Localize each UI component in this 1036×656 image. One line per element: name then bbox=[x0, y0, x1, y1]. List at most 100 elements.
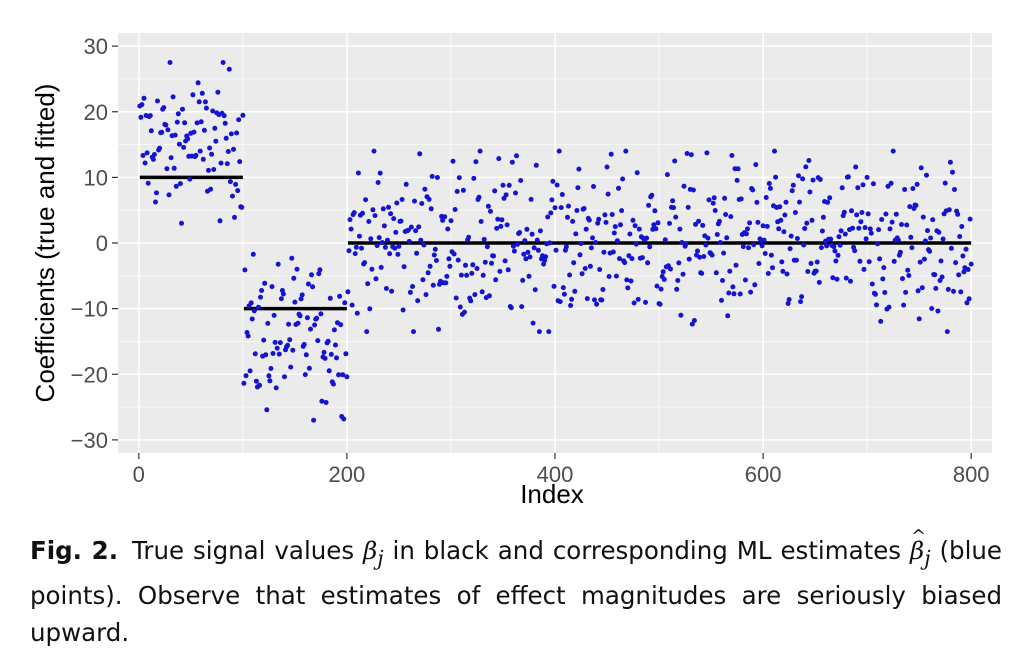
estimate-point bbox=[261, 337, 267, 343]
estimate-point bbox=[179, 220, 184, 226]
estimate-point bbox=[542, 258, 548, 263]
estimate-point bbox=[157, 145, 163, 151]
estimate-point bbox=[389, 288, 395, 294]
estimate-point bbox=[869, 281, 875, 287]
estimate-point bbox=[968, 261, 974, 267]
estimate-point bbox=[755, 219, 761, 225]
estimate-point bbox=[603, 219, 609, 225]
estimate-point bbox=[353, 244, 359, 250]
estimate-point bbox=[398, 218, 404, 224]
estimate-point bbox=[776, 226, 782, 232]
estimate-point bbox=[824, 243, 830, 249]
estimate-point bbox=[285, 342, 291, 348]
estimate-point bbox=[485, 203, 491, 209]
estimate-point bbox=[772, 148, 777, 154]
estimate-point bbox=[454, 188, 460, 194]
caption-text-3: (blue points). Observe that estimates of… bbox=[30, 536, 1002, 647]
estimate-point bbox=[735, 166, 741, 172]
estimate-point bbox=[309, 272, 314, 278]
estimate-point bbox=[494, 225, 500, 231]
estimate-point bbox=[530, 320, 536, 326]
estimate-point bbox=[372, 213, 378, 219]
estimate-point bbox=[474, 266, 480, 271]
estimate-point bbox=[462, 309, 467, 315]
estimate-point bbox=[233, 181, 239, 187]
y-tick-label: 0 bbox=[96, 231, 108, 256]
estimate-point bbox=[415, 298, 421, 304]
estimate-point bbox=[421, 242, 427, 248]
estimate-point bbox=[197, 148, 203, 154]
estimate-point bbox=[277, 340, 283, 346]
estimate-point bbox=[915, 288, 921, 294]
estimate-point bbox=[889, 219, 895, 225]
estimate-point bbox=[365, 281, 371, 287]
estimate-point bbox=[280, 291, 286, 297]
estimate-point bbox=[572, 288, 578, 294]
estimate-point bbox=[579, 271, 585, 277]
estimate-point bbox=[730, 284, 736, 290]
estimate-point bbox=[212, 125, 218, 131]
estimate-point bbox=[893, 211, 899, 217]
estimate-point bbox=[766, 181, 772, 186]
estimate-point bbox=[917, 259, 923, 265]
estimate-point bbox=[527, 254, 533, 260]
estimate-point bbox=[878, 318, 884, 324]
estimate-point bbox=[492, 188, 498, 194]
estimate-point bbox=[278, 296, 284, 302]
estimate-point bbox=[577, 252, 583, 258]
estimate-point bbox=[403, 181, 409, 187]
estimate-point bbox=[150, 156, 156, 162]
estimate-point bbox=[781, 229, 787, 235]
estimate-point bbox=[780, 268, 786, 274]
estimate-point bbox=[445, 226, 451, 232]
estimate-point bbox=[249, 316, 255, 322]
estimate-point bbox=[867, 226, 873, 232]
x-tick-label: 0 bbox=[133, 462, 145, 487]
estimate-point bbox=[418, 237, 424, 243]
estimate-point bbox=[842, 231, 848, 237]
estimate-point bbox=[266, 373, 272, 379]
figure-label: Fig. 2. bbox=[30, 536, 119, 565]
estimate-point bbox=[556, 148, 562, 154]
estimate-point bbox=[388, 211, 394, 217]
estimate-point bbox=[901, 302, 907, 308]
estimate-point bbox=[753, 162, 759, 168]
estimate-point bbox=[228, 131, 234, 137]
estimate-point bbox=[337, 293, 343, 299]
estimate-point bbox=[883, 211, 889, 217]
estimate-point bbox=[967, 216, 973, 222]
estimate-point bbox=[274, 345, 280, 351]
estimate-point bbox=[629, 256, 635, 262]
estimate-point bbox=[879, 217, 885, 222]
caption-text-2: in black and corresponding ML estimates bbox=[392, 536, 902, 565]
estimate-point bbox=[364, 329, 370, 335]
estimate-point bbox=[806, 158, 812, 163]
estimate-point bbox=[215, 89, 221, 95]
estimate-point bbox=[311, 417, 317, 423]
estimate-point bbox=[794, 236, 800, 241]
estimate-point bbox=[453, 295, 459, 301]
estimate-point bbox=[330, 381, 336, 387]
estimate-point bbox=[690, 187, 696, 193]
estimate-point bbox=[470, 262, 476, 268]
estimate-point bbox=[139, 102, 145, 108]
estimate-point bbox=[196, 99, 202, 105]
estimate-point bbox=[502, 258, 508, 264]
estimate-point bbox=[446, 256, 452, 262]
estimate-point bbox=[964, 300, 970, 306]
estimate-point bbox=[321, 349, 327, 355]
estimate-point bbox=[645, 260, 651, 266]
estimate-point bbox=[667, 220, 672, 226]
estimate-point bbox=[904, 222, 910, 228]
estimate-point bbox=[292, 299, 298, 305]
estimate-point bbox=[340, 372, 346, 378]
estimate-point bbox=[363, 197, 369, 203]
estimate-point bbox=[522, 238, 528, 244]
estimate-point bbox=[414, 250, 420, 256]
estimate-point bbox=[833, 258, 839, 264]
estimate-point bbox=[395, 251, 401, 257]
estimate-point bbox=[843, 275, 849, 281]
estimate-point bbox=[854, 212, 860, 218]
estimate-point bbox=[171, 165, 177, 171]
estimate-point bbox=[509, 159, 515, 165]
